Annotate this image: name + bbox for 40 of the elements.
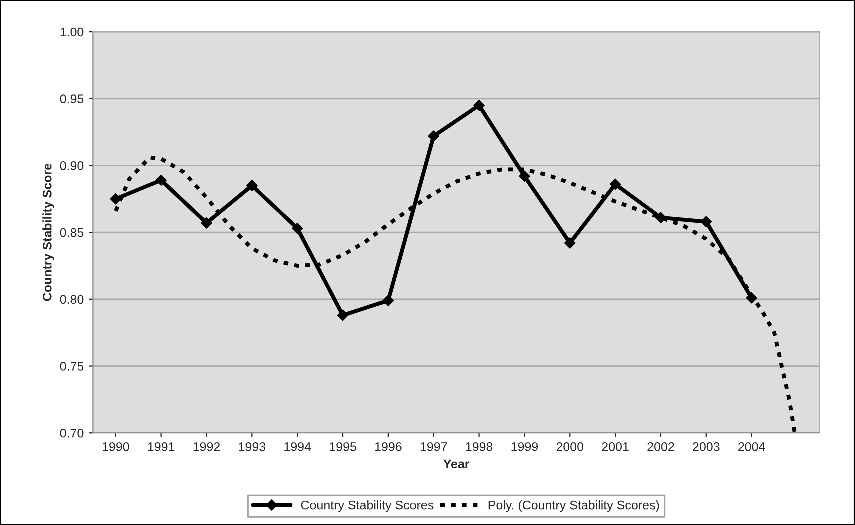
point (201, 218, 212, 229)
point (246, 180, 258, 192)
point (564, 238, 576, 249)
x-tick-label: 1994 (284, 442, 312, 452)
x-tick-label: 1996 (375, 442, 402, 452)
y-axis-title: Country Stability Score (42, 164, 54, 302)
y-tick-label: 0.95 (60, 94, 84, 104)
x-tick-label: 1998 (466, 442, 493, 452)
point (519, 170, 530, 182)
point (292, 222, 304, 234)
legend-label: Poly. (Country Stability Scores) (488, 500, 660, 512)
x-tick-label: 2001 (602, 442, 629, 452)
x-tick-label: 1990 (102, 442, 130, 452)
point (746, 292, 758, 304)
point (337, 310, 349, 322)
point (382, 295, 394, 306)
point (610, 178, 622, 190)
legend-label: Country Stability Scores (301, 500, 434, 512)
point (700, 216, 712, 228)
point (156, 174, 168, 186)
x-tick-label: 1997 (420, 442, 448, 452)
x-tick-label: 1991 (148, 442, 175, 452)
x-tick-label: 1993 (239, 442, 266, 452)
x-tick-label: 2004 (738, 442, 766, 452)
point (428, 130, 440, 142)
y-tick-label: 0.75 (60, 362, 84, 371)
point (655, 212, 667, 224)
x-tick-label: 2000 (556, 442, 584, 452)
x-tick-label: 1992 (194, 442, 220, 452)
x-axis-title: Year (444, 460, 470, 469)
y-tick-label: 0.70 (60, 428, 84, 438)
x-tick-label: 2003 (693, 442, 720, 452)
x-tick-label: 2002 (648, 442, 674, 452)
x-tick-label: 1999 (512, 442, 538, 452)
y-tick-label: 0.80 (60, 295, 84, 304)
point (474, 100, 485, 112)
y-tick-label: 0.90 (60, 162, 84, 170)
y-tick-label: 0.85 (60, 228, 84, 238)
y-tick-label: 1.00 (60, 28, 84, 37)
x-tick-label: 1995 (330, 442, 356, 452)
